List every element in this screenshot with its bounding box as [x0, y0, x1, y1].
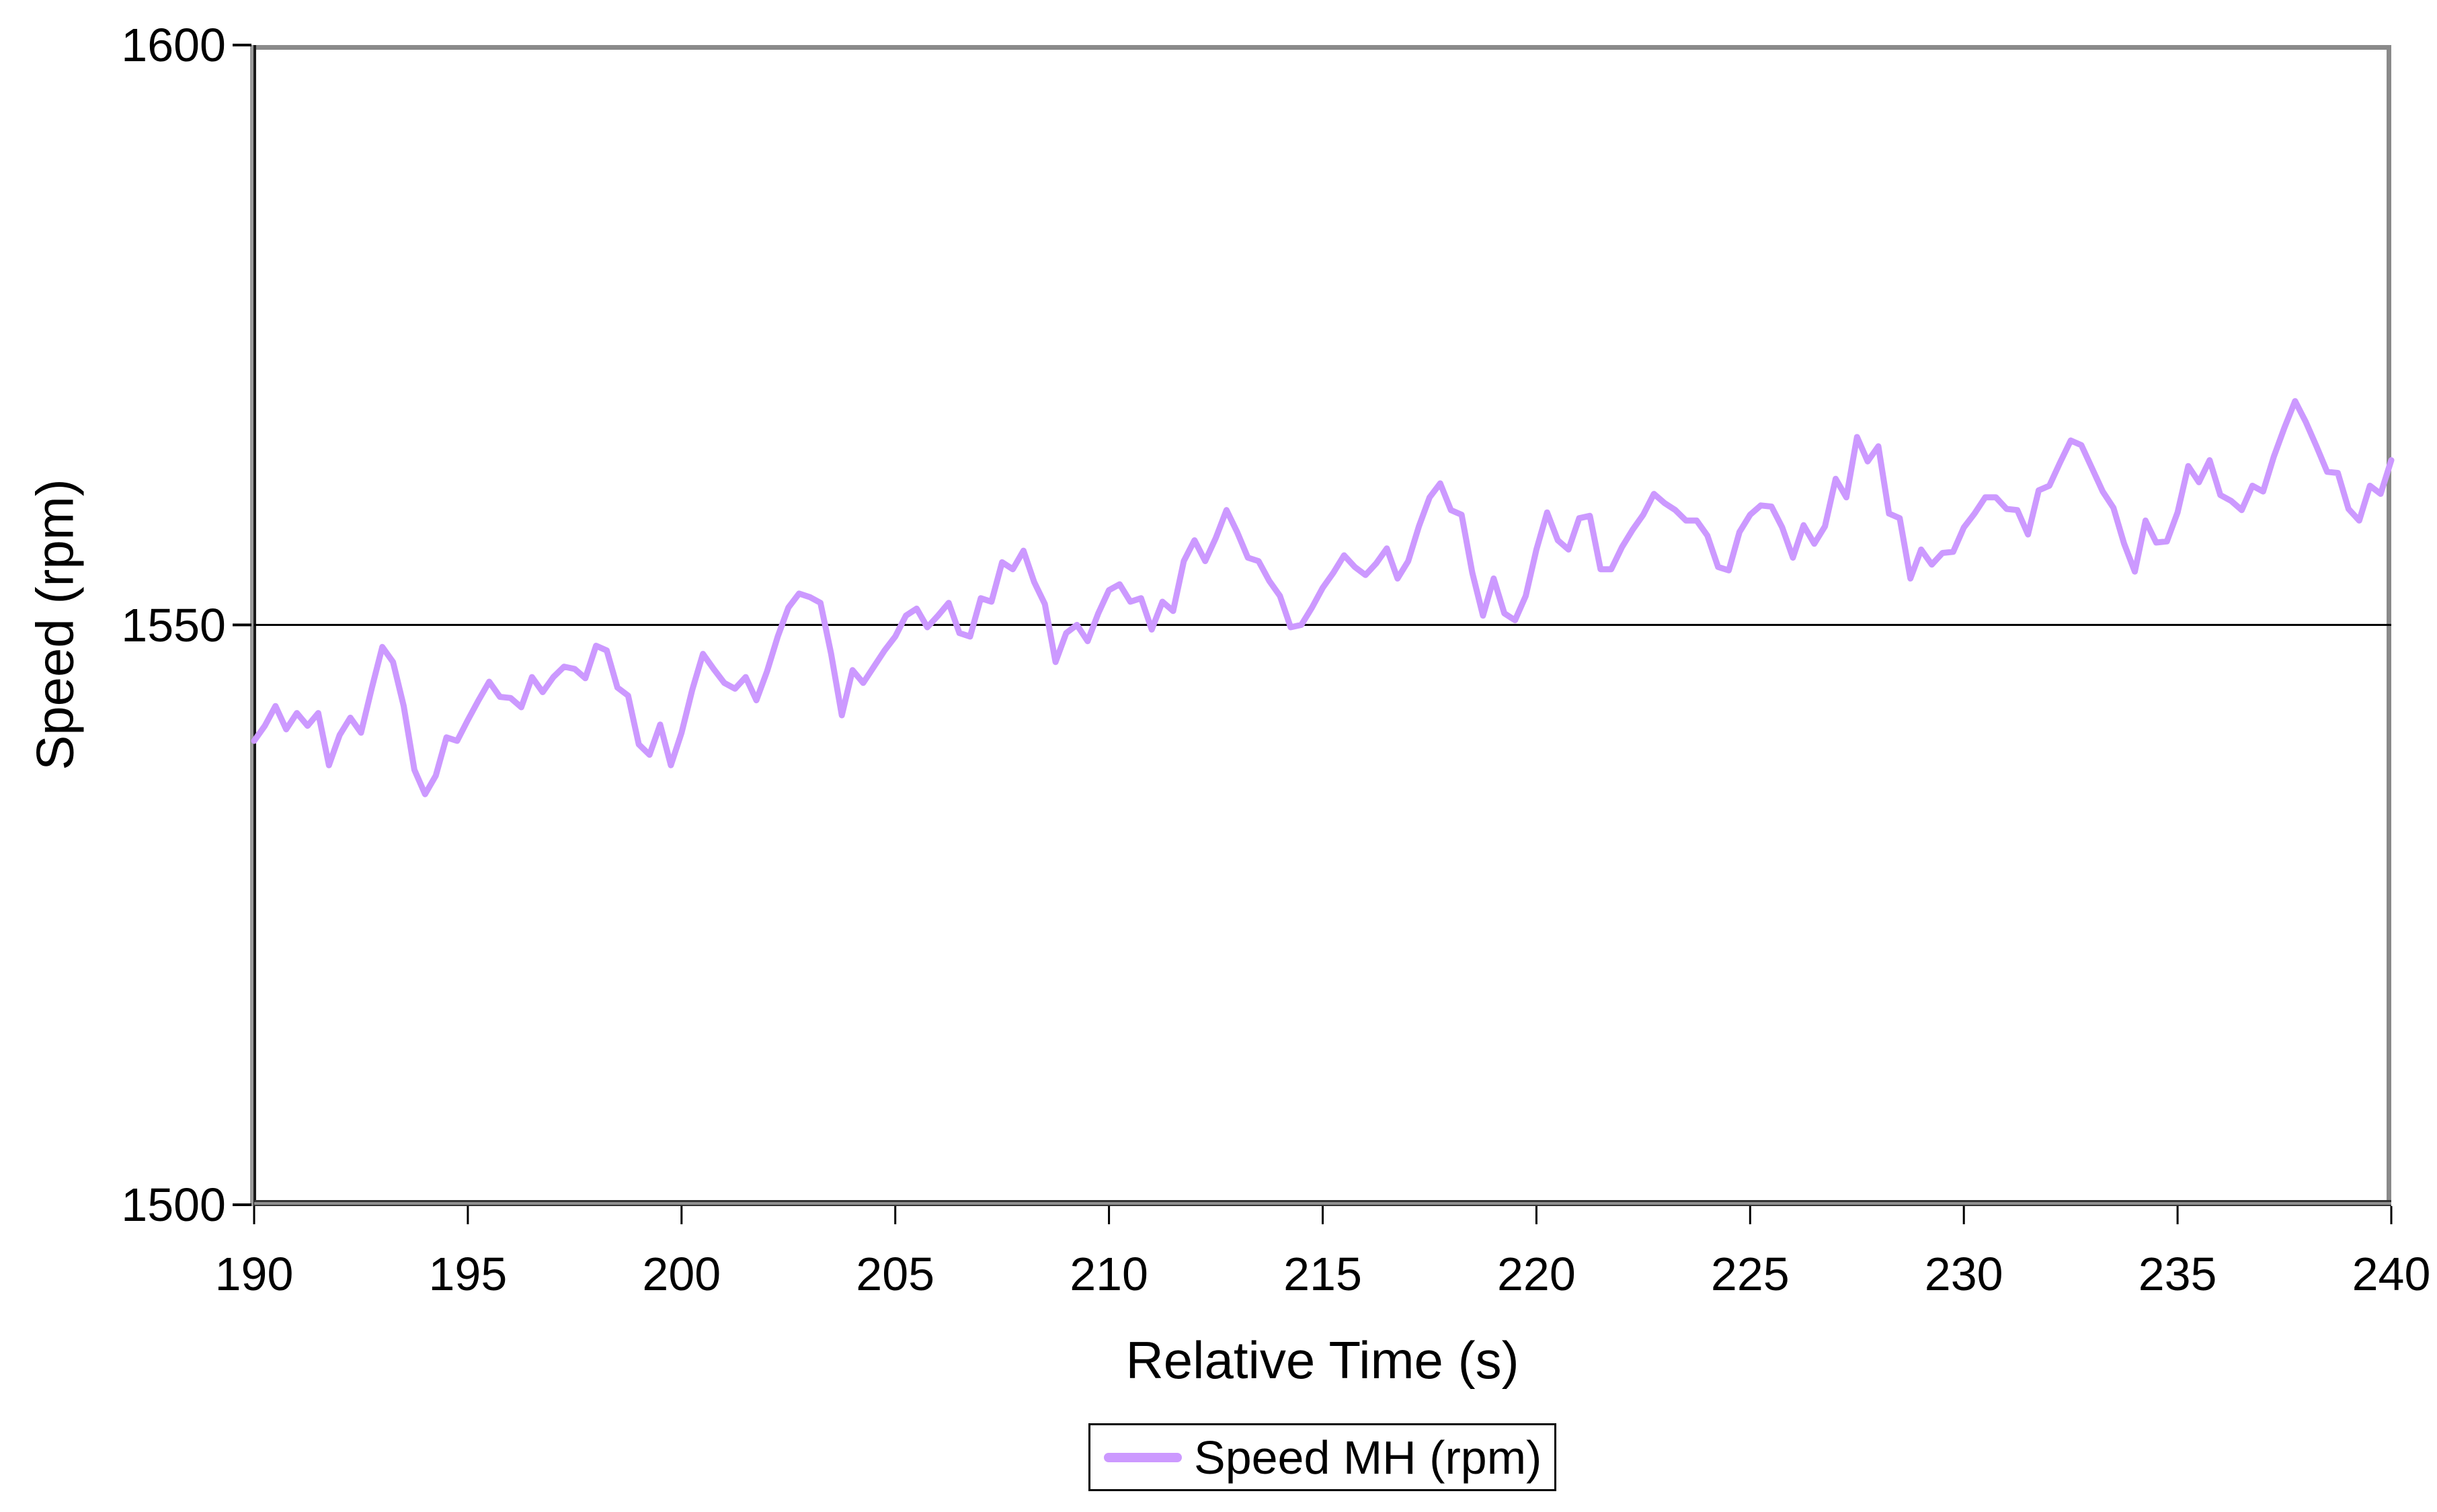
y-axis-title: Speed (rpm)	[25, 479, 85, 770]
x-tick-label-240: 240	[2352, 1248, 2431, 1300]
series-line-speed-mh-rpm-	[251, 398, 2395, 797]
legend: Speed MH (rpm)	[1088, 1423, 1556, 1491]
x-axis-line	[254, 1202, 2391, 1205]
y-tick-label-1600: 1600	[121, 19, 226, 71]
plot-area	[233, 44, 2395, 1224]
y-axis-line-fringe	[250, 45, 253, 1206]
x-axis-line-bottom-edge	[254, 1205, 2391, 1206]
x-tick-label-195: 195	[428, 1248, 508, 1300]
x-axis-title: Relative Time (s)	[1125, 1330, 1519, 1390]
x-tick-label-215: 215	[1283, 1248, 1362, 1300]
x-tick-label-235: 235	[2138, 1248, 2217, 1300]
y-tick-label-1550: 1550	[121, 598, 226, 651]
legend-label: Speed MH (rpm)	[1194, 1431, 1542, 1484]
legend-line-sample	[1104, 1452, 1182, 1462]
tick-mark-layer	[233, 44, 2393, 1224]
x-tick-label-200: 200	[642, 1248, 721, 1300]
x-tick-label-230: 230	[1924, 1248, 2003, 1300]
x-tick-label-205: 205	[856, 1248, 935, 1300]
x-tick-label-210: 210	[1070, 1248, 1148, 1300]
x-tick-label-190: 190	[214, 1248, 294, 1300]
series-layer	[251, 398, 2395, 797]
x-axis-line-top-edge	[254, 1200, 2391, 1202]
y-tick-label-1500: 1500	[121, 1179, 226, 1231]
plot-border-top	[251, 45, 2391, 50]
x-tick-label-220: 220	[1496, 1248, 1576, 1300]
x-tick-label-225: 225	[1710, 1248, 1790, 1300]
